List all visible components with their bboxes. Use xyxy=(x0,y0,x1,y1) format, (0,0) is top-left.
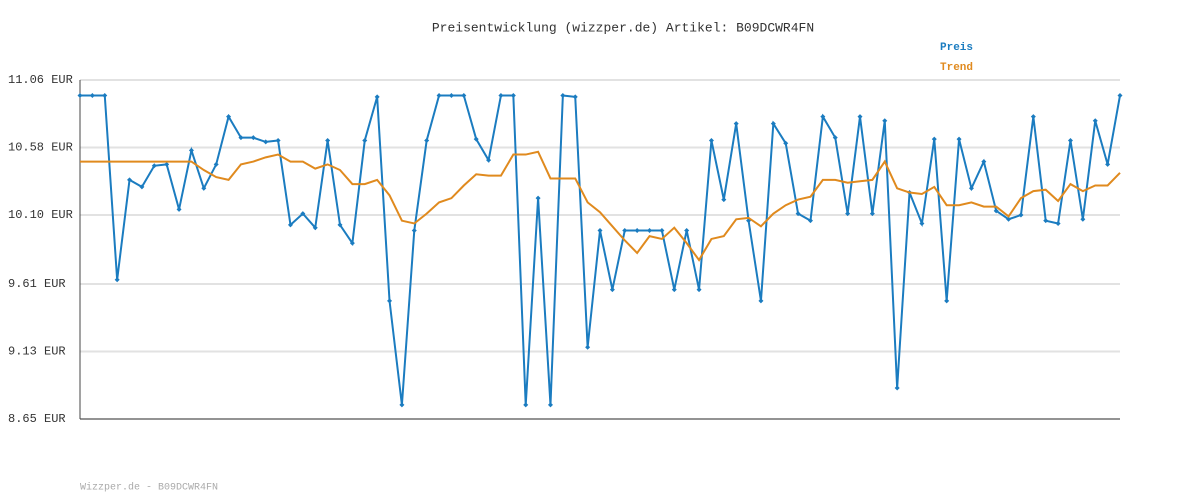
point xyxy=(597,228,603,234)
legend-entry: Trend xyxy=(940,62,973,74)
point xyxy=(696,287,702,293)
point xyxy=(1055,220,1061,226)
point xyxy=(374,94,380,100)
point xyxy=(671,287,677,293)
point xyxy=(312,225,318,231)
point xyxy=(1067,137,1073,143)
point xyxy=(188,147,194,153)
point xyxy=(325,137,331,143)
point xyxy=(981,159,987,165)
point xyxy=(807,218,813,224)
point xyxy=(102,92,108,98)
point xyxy=(1092,118,1098,124)
point xyxy=(733,121,739,127)
point xyxy=(1105,161,1111,167)
point xyxy=(758,298,764,304)
point xyxy=(176,206,182,212)
point xyxy=(362,137,368,143)
point xyxy=(127,177,133,183)
point xyxy=(1018,212,1024,218)
point xyxy=(300,211,306,217)
point xyxy=(721,197,727,203)
point xyxy=(1080,216,1086,222)
point xyxy=(498,92,504,98)
point xyxy=(250,135,256,141)
legend-entry: Preis xyxy=(940,42,973,54)
point xyxy=(919,220,925,226)
point xyxy=(869,211,875,217)
point xyxy=(226,114,232,120)
point xyxy=(708,137,714,143)
point xyxy=(238,135,244,141)
point xyxy=(956,136,962,142)
point xyxy=(634,228,640,234)
point xyxy=(287,222,293,228)
point xyxy=(461,92,467,98)
point xyxy=(337,222,343,228)
point xyxy=(263,139,269,145)
point xyxy=(89,92,95,98)
point xyxy=(882,118,888,124)
point xyxy=(151,163,157,169)
point xyxy=(535,195,541,201)
point xyxy=(164,161,170,167)
point xyxy=(783,140,789,146)
point xyxy=(77,92,83,98)
y-tick-label: 9.61 EUR xyxy=(8,277,66,291)
point xyxy=(114,277,120,283)
point xyxy=(944,298,950,304)
y-tick-label: 10.58 EUR xyxy=(8,141,73,155)
point xyxy=(820,114,826,120)
point xyxy=(473,136,479,142)
point xyxy=(523,402,529,408)
point xyxy=(547,402,553,408)
point xyxy=(647,228,653,234)
point xyxy=(609,287,615,293)
point xyxy=(1043,218,1049,224)
point xyxy=(1030,114,1036,120)
series-line xyxy=(80,94,1121,406)
point xyxy=(1006,216,1012,222)
chart-title: Preisentwicklung (wizzper.de) Artikel: B… xyxy=(432,20,814,35)
point xyxy=(411,228,417,234)
point xyxy=(510,92,516,98)
point xyxy=(894,385,900,391)
y-tick-label: 10.10 EUR xyxy=(8,208,73,222)
series-line xyxy=(80,150,1121,262)
point xyxy=(659,228,665,234)
point xyxy=(387,298,393,304)
point xyxy=(857,114,863,120)
point xyxy=(845,211,851,217)
point xyxy=(585,344,591,350)
footer: Wizzper.de - B09DCWR4FN xyxy=(80,482,218,494)
point xyxy=(436,92,442,98)
point xyxy=(275,137,281,143)
point xyxy=(931,136,937,142)
y-tick-label: 9.13 EUR xyxy=(8,345,66,359)
point xyxy=(1117,92,1123,98)
point xyxy=(993,208,999,214)
point xyxy=(201,185,207,191)
point xyxy=(349,240,355,246)
point xyxy=(832,135,838,141)
point xyxy=(560,92,566,98)
point xyxy=(572,94,578,100)
point xyxy=(622,228,628,234)
point xyxy=(448,92,454,98)
point xyxy=(968,185,974,191)
y-tick-label: 8.65 EUR xyxy=(8,412,66,426)
y-tick-label: 11.06 EUR xyxy=(8,73,73,87)
point xyxy=(795,211,801,217)
point xyxy=(424,137,430,143)
point xyxy=(399,402,405,408)
point xyxy=(139,184,145,190)
point xyxy=(486,157,492,163)
point xyxy=(770,121,776,127)
point xyxy=(213,161,219,167)
point xyxy=(684,228,690,234)
